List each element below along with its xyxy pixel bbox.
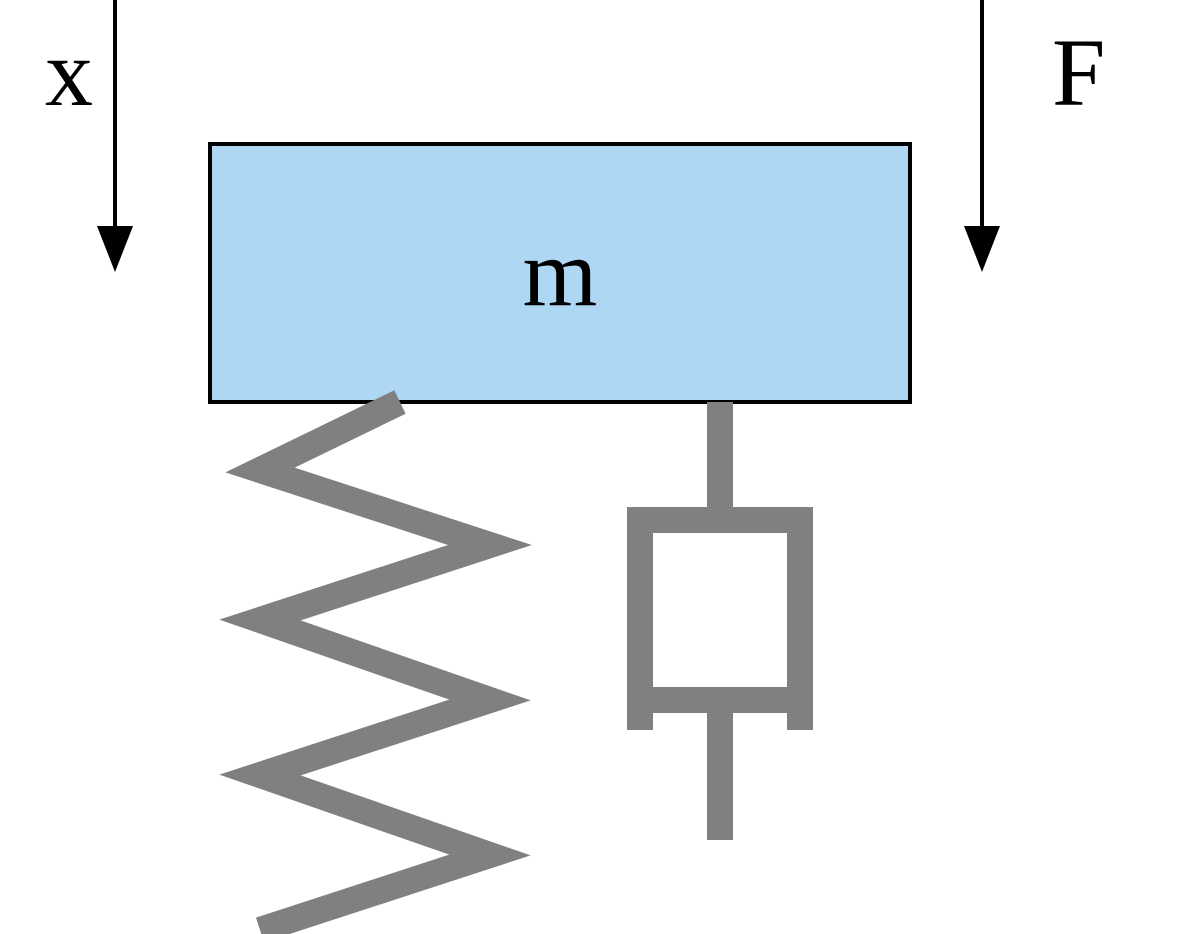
force-arrow [964, 0, 1000, 272]
displacement-arrow [97, 0, 133, 272]
force-label: F [1052, 19, 1105, 126]
mass-label: m [523, 219, 598, 326]
mass-spring-damper-diagram: m F x [0, 0, 1200, 934]
displacement-arrow-head [97, 226, 133, 272]
force-arrow-head [964, 226, 1000, 272]
damper-icon [627, 402, 813, 840]
spring-icon [260, 402, 490, 930]
displacement-label: x [45, 19, 93, 126]
